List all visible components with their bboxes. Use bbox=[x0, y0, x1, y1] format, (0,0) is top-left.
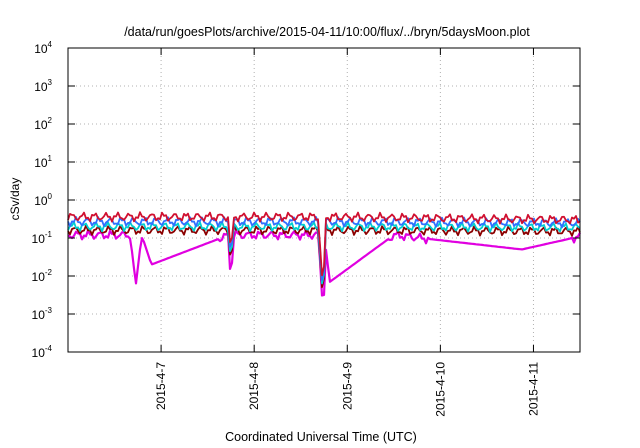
y-tick-label: 101 bbox=[34, 154, 52, 170]
x-tick-label: 2015-4-10 bbox=[433, 362, 447, 417]
series-line bbox=[67, 216, 581, 281]
y-tick-label: 10-3 bbox=[32, 306, 53, 322]
chart-title: /data/run/goesPlots/archive/2015-04-11/1… bbox=[124, 25, 530, 39]
y-axis-label: cSv/day bbox=[8, 178, 22, 221]
x-tick-label: 2015-4-9 bbox=[340, 362, 354, 410]
x-axis-label: Coordinated Universal Time (UTC) bbox=[225, 430, 417, 444]
plot-frame bbox=[67, 47, 581, 353]
grid-layer bbox=[68, 48, 580, 352]
y-tick-label: 10-1 bbox=[32, 230, 53, 246]
x-tick-label: 2015-4-11 bbox=[526, 362, 540, 416]
y-tick-label: 103 bbox=[34, 78, 52, 94]
y-tick-label: 100 bbox=[34, 192, 52, 208]
series-line bbox=[67, 211, 581, 277]
y-tick-label: 104 bbox=[34, 40, 52, 56]
x-tick-label: 2015-4-8 bbox=[247, 362, 261, 410]
y-tick-label: 10-2 bbox=[32, 268, 53, 284]
series-line bbox=[67, 229, 581, 297]
series-layer bbox=[67, 211, 581, 297]
x-tick-label: 2015-4-7 bbox=[154, 362, 168, 410]
y-tick-label: 102 bbox=[34, 116, 52, 132]
y-tick-label: 10-4 bbox=[32, 344, 53, 360]
axis-layer: 10-4 10-3 10-2 10-1 100 101 102 103 104 2015-4-7 2… bbox=[32, 40, 581, 417]
